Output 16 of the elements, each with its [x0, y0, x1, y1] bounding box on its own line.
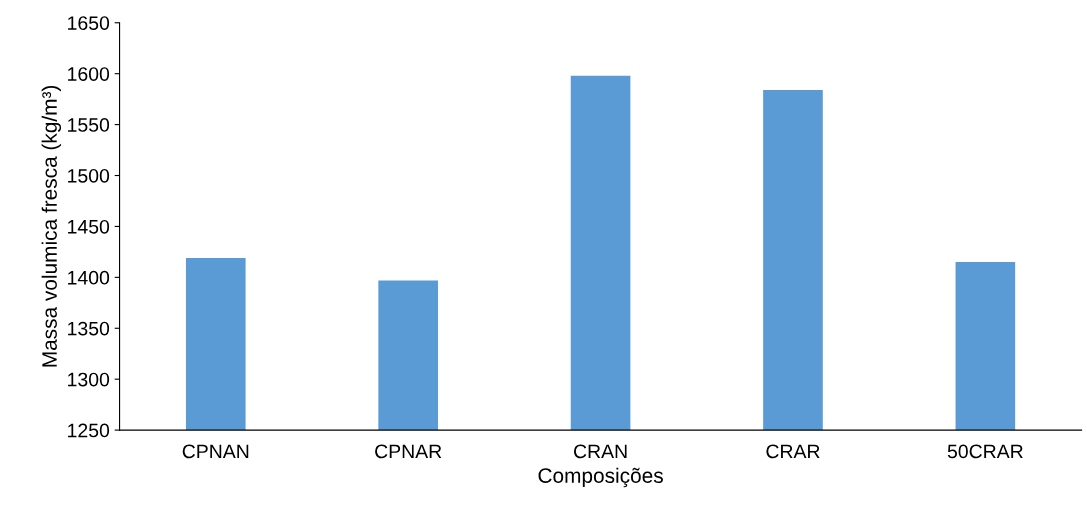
y-tick-label: 1600	[68, 67, 110, 81]
x-axis-title: Composições	[538, 467, 663, 488]
y-tick-label: 1400	[68, 270, 110, 285]
y-tick-label: 1500	[68, 168, 110, 183]
x-tick-label: CRAN	[574, 444, 627, 459]
x-tick-label: 50CRAR	[947, 444, 1023, 459]
y-tick-label: 1450	[68, 219, 110, 234]
y-axis-title: Massa volumica fresca (kg/m³)	[41, 85, 62, 367]
x-tick-label: CPNAN	[182, 444, 249, 459]
y-tick-label: 1350	[68, 321, 110, 336]
y-tick-label: 1300	[68, 372, 110, 387]
x-tick-label: CRAR	[766, 444, 820, 459]
y-tick-label: 1650	[68, 16, 110, 31]
y-tick-label: 1250	[68, 423, 110, 438]
y-tick-label: 1550	[68, 118, 110, 132]
x-tick-label: CPNAR	[375, 444, 442, 459]
